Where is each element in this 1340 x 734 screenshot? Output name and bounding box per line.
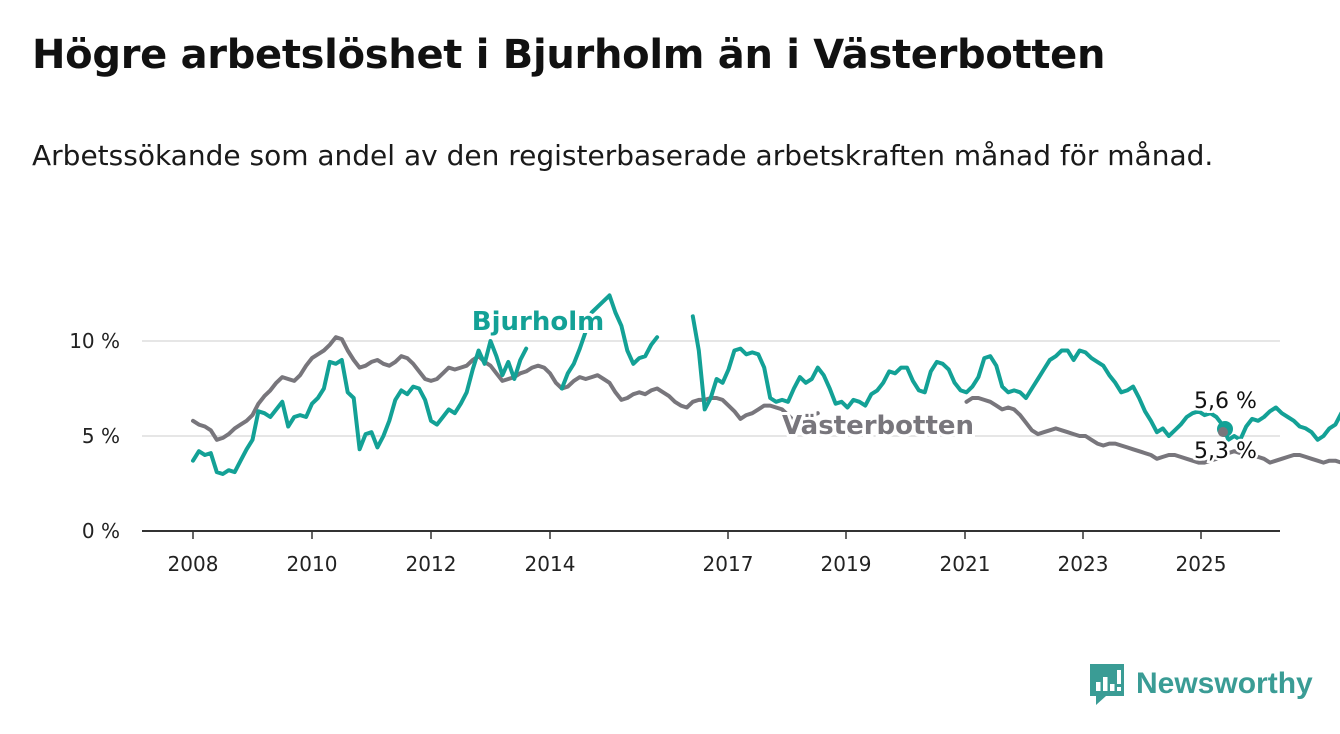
line-chart: 0 % 5 % 10 % 2008 2010 2012 2014 2017 2019 2021 20… [69, 293, 1340, 576]
y-tick-label: 0 % [82, 519, 120, 543]
series-label-vasterbotten: Västerbotten [782, 411, 974, 441]
series-line-vsterbotten [191, 335, 1340, 465]
x-tick-label: 2012 [406, 552, 457, 576]
x-tick-label: 2008 [168, 552, 219, 576]
vasterbotten-end-marker [1218, 427, 1228, 437]
newsworthy-logo: Newsworthy [1088, 662, 1313, 706]
x-tick-label: 2017 [703, 552, 754, 576]
end-value-vasterbotten: 5,3 % [1194, 439, 1257, 464]
chart-subtitle: Arbetssökande som andel av den registerb… [32, 139, 1214, 172]
series-label-bjurholm: Bjurholm [472, 307, 604, 337]
series-line-bjurholm [191, 293, 1340, 476]
y-tick-label: 5 % [82, 424, 120, 448]
chart-title: Högre arbetslöshet i Bjurholm än i Väste… [32, 32, 1106, 78]
x-tick-label: 2010 [287, 552, 338, 576]
end-value-bjurholm: 5,6 % [1194, 389, 1257, 414]
bar-chart-exclamation-icon [1090, 664, 1124, 705]
x-tick-label: 2019 [821, 552, 872, 576]
brand-name: Newsworthy [1136, 667, 1313, 700]
x-tick-label: 2025 [1176, 552, 1227, 576]
y-tick-label: 10 % [69, 329, 120, 353]
x-tick-label: 2023 [1058, 552, 1109, 576]
x-tick-label: 2014 [525, 552, 576, 576]
x-tick-label: 2021 [940, 552, 991, 576]
